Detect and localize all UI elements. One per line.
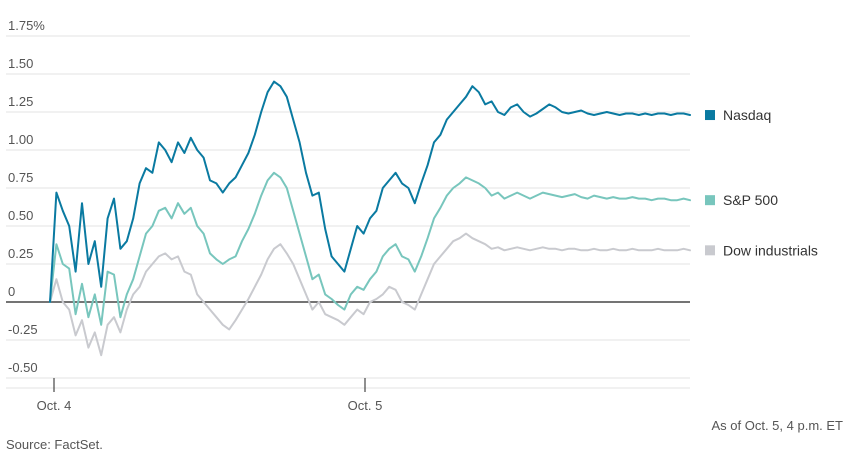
legend-label-s-p-500: S&P 500 <box>723 192 778 208</box>
y-tick-label: 1.00 <box>8 132 33 147</box>
y-tick-label: -0.50 <box>8 360 38 375</box>
series-line-dow-industrials <box>49 232 691 357</box>
x-axis-ticks: Oct. 4 Oct. 5 <box>37 378 383 413</box>
as-of-note: As of Oct. 5, 4 p.m. ET <box>711 418 844 433</box>
x-tick-label: Oct. 5 <box>348 398 383 413</box>
legend-label-dow-industrials: Dow industrials <box>723 242 818 258</box>
y-tick-label: 1.25 <box>8 94 33 109</box>
y-axis-tick-labels: 1.75% 1.50 1.25 1.00 0.75 0.50 0.25 0 -0.25 -0.50 <box>8 18 45 375</box>
y-tick-label: 0.50 <box>8 208 33 223</box>
y-tick-label: 1.50 <box>8 56 33 71</box>
series-line-s-p-500 <box>49 171 691 326</box>
y-tick-label: 0.75 <box>8 170 33 185</box>
source-note: Source: FactSet. <box>6 437 103 452</box>
y-tick-label: 1.75% <box>8 18 45 33</box>
series-lines <box>49 80 691 357</box>
legend-label-nasdaq: Nasdaq <box>723 107 771 123</box>
gridlines <box>6 35 690 389</box>
y-tick-label: 0 <box>8 284 15 299</box>
legend-swatch-nasdaq <box>705 110 715 121</box>
legend-swatch-s-p-500 <box>705 195 715 206</box>
series-line-nasdaq <box>49 80 691 303</box>
y-tick-label: -0.25 <box>8 322 38 337</box>
x-tick-label: Oct. 4 <box>37 398 72 413</box>
legend: Nasdaq S&P 500 Dow industrials <box>705 107 818 258</box>
y-tick-label: 0.25 <box>8 246 33 261</box>
legend-swatch-dow-industrials <box>705 245 715 256</box>
